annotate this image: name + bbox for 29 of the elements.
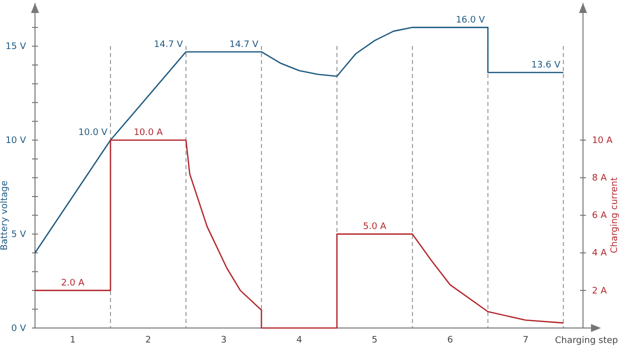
y-axis-title: Battery voltage: [0, 180, 10, 250]
annotation: 2.0 A: [61, 278, 86, 288]
y2-tick-label: 4 A: [592, 248, 608, 259]
annotation: 16.0 V: [456, 15, 486, 26]
annotation: 13.6 V: [531, 60, 562, 71]
annotation: 10.0 V: [78, 128, 108, 138]
x-axis-title: Charging step: [554, 336, 618, 346]
x-tick-label: 2: [145, 335, 152, 346]
annotation: 14.7 V: [229, 40, 260, 50]
y2-tick-label: 8 A: [592, 174, 608, 184]
y2-axis-title: Charging current: [610, 176, 620, 254]
annotation: 5.0 A: [363, 222, 388, 232]
y2-tick-label: 2 A: [592, 286, 608, 296]
y-tick-label: 5 V: [11, 230, 27, 240]
y2-tick-label: 6 A: [592, 211, 608, 222]
annotation: 10.0 A: [134, 128, 164, 138]
y-tick-label: 10 V: [6, 136, 27, 146]
annotation: 14.7 V: [154, 40, 184, 50]
x-tick-label: 4: [296, 335, 302, 346]
y-tick-label: 15 V: [6, 42, 27, 52]
y-tick-label: 0 V: [11, 324, 27, 334]
x-tick-label: 1: [70, 335, 76, 346]
line-series: [34, 139, 564, 329]
x-tick-label: 5: [372, 335, 378, 346]
line-series: [34, 26, 564, 254]
x-tick-label: 7: [522, 335, 528, 346]
x-tick-label: 6: [447, 335, 454, 346]
y2-tick-label: 10 A: [592, 136, 614, 146]
x-tick-label: 3: [220, 335, 227, 346]
